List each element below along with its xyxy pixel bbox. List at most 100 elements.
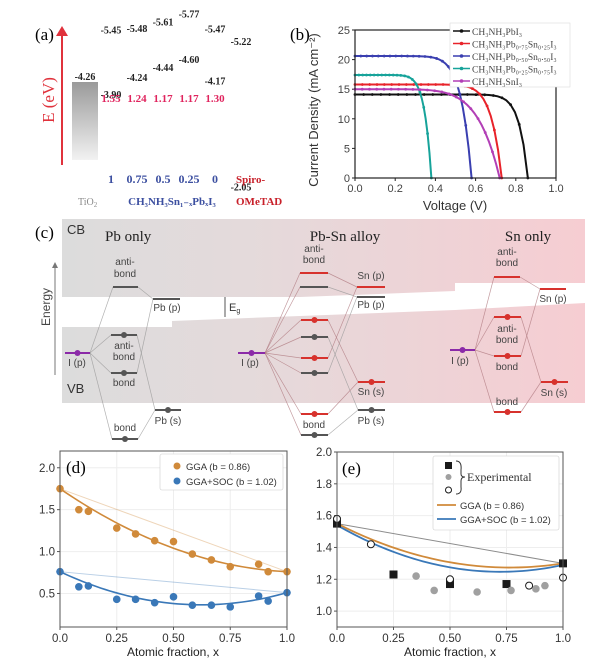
antibond-occ-sn-electron	[311, 317, 318, 323]
bond-deep-pb-electron	[311, 432, 318, 438]
b-series-marker	[365, 54, 369, 58]
b-series-marker	[368, 73, 372, 77]
e-ytick-label: 1.8	[316, 479, 332, 491]
orbital-connector	[264, 286, 301, 354]
level-label: anti-	[497, 324, 516, 335]
orbital-connector	[520, 316, 542, 383]
e-exp-dot-point	[532, 585, 540, 593]
d-fit-curve	[59, 488, 288, 573]
orbital-connector	[474, 316, 495, 351]
d-ytick-label: 1.5	[39, 505, 55, 517]
e-exp-dot-point	[541, 581, 549, 590]
b-series-marker	[357, 73, 361, 77]
b-series-marker	[387, 73, 391, 77]
b-series-marker	[435, 57, 439, 60]
orbital-connector	[264, 319, 302, 354]
b-series-marker	[433, 89, 436, 93]
b-series-marker	[382, 87, 386, 91]
b-series-marker	[370, 93, 374, 96]
d-data-point	[84, 582, 93, 590]
b-series-marker	[380, 73, 384, 77]
d-data-point	[254, 592, 263, 600]
orbital-connector	[136, 334, 156, 411]
b-series-marker	[404, 87, 408, 91]
b-series-marker	[491, 94, 495, 97]
level-label: Sn (s)	[358, 387, 385, 398]
b-series-marker	[411, 54, 415, 58]
d-ytick-label: 0.5	[39, 588, 55, 600]
d-xtick-label: 0.75	[219, 633, 241, 645]
d-data-point	[112, 524, 121, 532]
b-legend-label: CH₃NH₃SnI₃	[472, 78, 522, 88]
composition-x-label: 0.5	[156, 172, 171, 186]
b-series-marker	[465, 93, 469, 96]
orbital-connector	[327, 319, 359, 383]
b-series-marker	[426, 83, 430, 86]
d-data-point	[84, 507, 93, 516]
level-label: Pb (s)	[155, 416, 182, 427]
bandgap-value: 1.17	[179, 93, 199, 105]
b-series-line	[355, 83, 503, 179]
e-exp-dot-point	[507, 586, 515, 595]
b-series-marker	[388, 93, 391, 96]
d-legend: GGA (b = 0.86) GGA+SOC (b = 1.02)	[159, 453, 284, 491]
b-legend-marker	[459, 29, 464, 33]
orbital-connector	[89, 352, 113, 440]
b-series-marker	[422, 105, 426, 109]
orbital-connector	[474, 349, 495, 413]
panel-label-a: (a)	[35, 25, 54, 44]
b-xlabel: Voltage (V)	[423, 198, 487, 213]
b-series-marker	[423, 55, 427, 58]
b-series-marker	[368, 83, 372, 86]
e-ytick-label: 1.2	[316, 574, 332, 586]
b-series-marker	[509, 103, 512, 107]
bandgap-value: 1.30	[205, 93, 225, 105]
b-ytick-label: 5	[344, 143, 350, 155]
b-series-marker	[375, 83, 379, 86]
cbm-label: -4.60	[179, 55, 200, 66]
antibond-occ-level-electron	[504, 314, 511, 320]
b-series-marker	[417, 54, 421, 58]
level-label: bond	[496, 258, 518, 269]
b-series-marker	[425, 88, 429, 92]
b-series-marker	[407, 75, 410, 79]
bandgap-value: 1.17	[153, 93, 173, 105]
bandgap-value: 1.24	[127, 93, 147, 105]
b-series-marker	[411, 87, 415, 91]
panel-b-jv-curves: (b) Current Density (mA cm⁻²) Voltage (V…	[290, 22, 571, 213]
b-series-marker	[441, 59, 444, 63]
bond-deep-level-electron	[504, 409, 511, 415]
e-exp-open-circle-point	[446, 575, 454, 584]
b-ytick-label: 20	[338, 55, 350, 67]
level-label: bond	[303, 420, 325, 431]
d-xtick-label: 0.50	[162, 633, 184, 645]
e-exp-dot-point	[473, 588, 481, 596]
panel-a-band-alignment: (a) E (eV) -4.26 -3.90 -5.45 1.55 -4.24 -5.48…	[35, 10, 282, 210]
b-series-marker	[360, 87, 364, 91]
d-plot-frame	[59, 450, 288, 628]
b-series-marker	[389, 87, 393, 91]
d-data-point	[131, 530, 140, 538]
d-data-point	[75, 505, 83, 514]
level-label: I (p)	[68, 358, 86, 369]
level-label: Pb (s)	[358, 416, 385, 427]
b-series-marker	[361, 73, 365, 77]
d-data-point	[264, 597, 272, 605]
e-xtick-label: 0.0	[329, 633, 345, 645]
b-series-line	[355, 93, 529, 179]
e-exp-open-circle-point	[366, 540, 375, 549]
section-title-sn-only: Sn only	[505, 229, 552, 245]
b-series-marker	[422, 93, 426, 96]
orbital-connector	[327, 336, 359, 411]
level-label: bond	[113, 378, 135, 389]
d-linear-reference	[59, 488, 288, 573]
orbital-connector	[327, 409, 359, 436]
b-series-marker	[426, 132, 429, 135]
composition-x-label: 0	[212, 172, 218, 186]
d-ytick-label: 2.0	[39, 463, 55, 475]
e-plot-frame	[336, 451, 564, 628]
b-series-marker	[492, 128, 496, 132]
e-legend-square-marker	[445, 462, 452, 469]
panel-label-b: (b)	[290, 25, 310, 44]
b-series-marker	[375, 87, 379, 91]
